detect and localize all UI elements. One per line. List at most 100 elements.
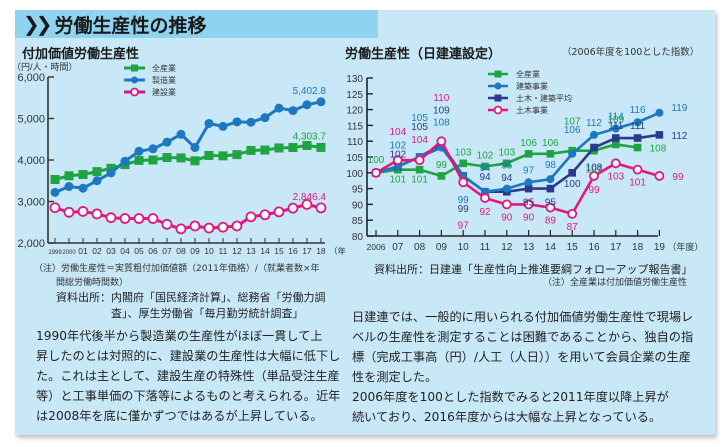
square-marker — [481, 162, 489, 171]
open-circle-marker — [480, 193, 490, 203]
legend-label: 製造業 — [152, 75, 176, 85]
square-marker — [50, 175, 60, 185]
circle-marker — [120, 156, 130, 166]
data-label: 106 — [564, 125, 581, 136]
circle-marker — [134, 146, 144, 156]
open-circle-marker — [130, 87, 139, 97]
y-tick-label: 85 — [352, 216, 364, 227]
x-tick-label: 14 — [545, 242, 557, 253]
circle-marker — [148, 144, 158, 154]
square-marker — [148, 155, 158, 165]
open-circle-marker — [105, 212, 117, 224]
left-source-line: 資料出所：内閣府「国民経済計算」、総務省「労働力調 — [56, 291, 326, 304]
data-label: 105 — [411, 122, 428, 133]
data-label: 119 — [671, 103, 687, 114]
y-tick-label: 3,000 — [17, 197, 45, 209]
square-marker — [232, 150, 242, 160]
square-marker — [204, 150, 214, 160]
open-circle-marker — [203, 222, 215, 234]
y-tick-label: 4,000 — [17, 155, 45, 167]
square-marker — [503, 159, 511, 168]
x-tick-label: 18 — [632, 242, 644, 253]
data-label: 95 — [545, 198, 557, 209]
circle-marker — [190, 143, 200, 153]
circle-marker — [302, 100, 312, 110]
data-label: 95 — [501, 161, 513, 172]
circle-marker — [246, 117, 256, 127]
data-label: 97 — [458, 220, 470, 231]
open-circle-marker — [259, 209, 271, 221]
square-marker — [655, 131, 664, 139]
data-label: 110 — [433, 93, 449, 104]
circle-marker — [633, 118, 642, 127]
square-marker — [546, 150, 555, 158]
data-label: 107 — [586, 165, 603, 176]
y-tick-label: 120 — [346, 106, 363, 117]
data-label: 108 — [586, 163, 603, 174]
circle-marker — [524, 178, 533, 187]
open-circle-marker — [392, 155, 403, 166]
circle-marker — [92, 176, 102, 186]
circle-marker — [494, 82, 502, 90]
legend-label: 建築事業 — [516, 81, 548, 91]
data-label: 100 — [368, 155, 385, 166]
square-marker — [437, 172, 446, 180]
data-label: 102 — [389, 149, 406, 160]
square-marker — [176, 153, 186, 163]
y-tick-label: 5,000 — [17, 114, 45, 126]
end-value-label: 2,846.4 — [293, 192, 327, 203]
y-tick-label: 80 — [352, 232, 364, 243]
square-marker — [78, 170, 88, 180]
x-tick-label: 08 — [176, 246, 186, 256]
y-tick-label: 6,000 — [17, 72, 45, 84]
circle-marker — [204, 118, 214, 128]
right-chart: 80 85 90 95 100 105 110 115 120 125 130 2006 07 08 09 1… — [346, 69, 703, 253]
y-tick-label: 2,000 — [17, 238, 45, 250]
data-label: 108 — [650, 144, 667, 155]
data-label: 103 — [498, 147, 515, 158]
x-tick-label: 12 — [501, 242, 513, 253]
x-tick-label: 09 — [436, 242, 448, 253]
circle-marker — [568, 149, 577, 158]
open-circle-marker — [458, 177, 469, 188]
body-line: ベルの生産性を測定することは困難であることから、独自の指 — [352, 330, 694, 344]
circle-marker — [106, 168, 116, 178]
circle-marker — [162, 137, 172, 147]
right-body-text: 日建連では、一般的に用いられる付加価値労働生産性で現場レ ベルの生産性を測定する… — [352, 307, 693, 427]
body-line: 性を測定した。 — [352, 370, 438, 384]
open-circle-marker — [301, 199, 313, 210]
circle-marker — [546, 175, 555, 184]
open-circle-marker — [287, 202, 299, 214]
data-label: 92 — [479, 207, 491, 218]
x-tick-label: 17 — [610, 242, 622, 253]
circle-marker — [64, 182, 74, 192]
data-label: 109 — [607, 114, 624, 125]
square-marker — [546, 184, 555, 193]
square-marker — [131, 64, 138, 72]
chevron-icon: ❯❯ — [23, 12, 52, 36]
data-label: 99 — [458, 195, 470, 206]
circle-marker — [502, 184, 511, 193]
x-tick-label: 13 — [246, 246, 256, 256]
section-header: ❯❯ 労働生産性の推移 — [15, 10, 378, 38]
open-circle-marker — [77, 206, 89, 217]
x-tick-label: 12 — [232, 246, 242, 256]
circle-marker — [260, 113, 270, 123]
left-chart-title: 付加価値労働生産性 — [22, 47, 140, 62]
circle-marker — [316, 97, 326, 107]
circle-marker — [274, 103, 284, 113]
square-marker — [288, 143, 298, 153]
x-tick-label: 02 — [92, 246, 102, 256]
open-circle-marker — [49, 202, 61, 214]
data-label: 101 — [629, 178, 646, 189]
circle-marker — [78, 183, 88, 193]
circle-marker — [50, 187, 60, 197]
data-label: 90 — [501, 212, 513, 223]
data-label: 101 — [389, 175, 406, 186]
data-label: 99 — [436, 160, 448, 171]
data-label: 105 — [411, 113, 428, 124]
square-marker — [633, 143, 642, 152]
open-circle-marker — [589, 171, 599, 181]
square-marker — [524, 184, 533, 193]
open-circle-marker — [315, 202, 327, 214]
